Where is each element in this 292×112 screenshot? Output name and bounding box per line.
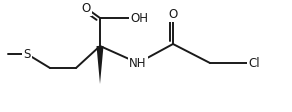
Text: Cl: Cl [248, 56, 260, 70]
Text: NH: NH [129, 56, 147, 70]
Polygon shape [96, 46, 103, 84]
Text: O: O [81, 1, 91, 14]
Text: O: O [168, 8, 178, 20]
Text: OH: OH [130, 12, 148, 25]
Text: S: S [23, 47, 31, 60]
